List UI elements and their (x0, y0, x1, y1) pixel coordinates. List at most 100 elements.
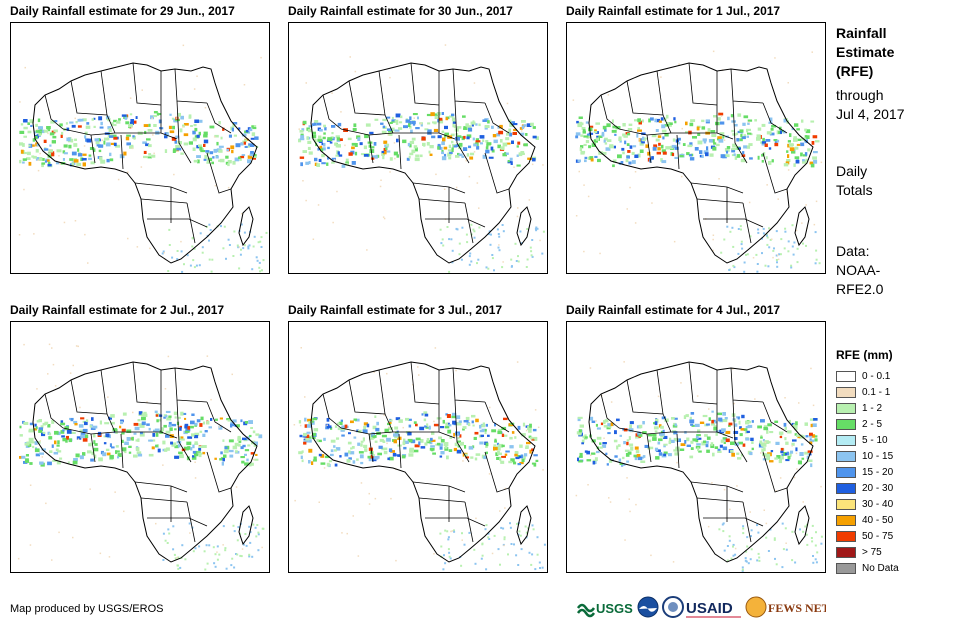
country-border (646, 134, 652, 164)
madagascar-outline (516, 505, 532, 546)
legend-label: 0 - 0.1 (862, 370, 891, 382)
africa-map (10, 22, 270, 274)
country-border (671, 431, 734, 439)
country-border (393, 431, 456, 439)
country-border (206, 102, 232, 134)
country-border (656, 369, 664, 415)
africa-coastline (588, 62, 814, 264)
country-border (147, 517, 208, 527)
country-border (398, 134, 402, 170)
country-border (762, 401, 788, 433)
map-panel-6: Daily Rainfall estimate for 4 Jul., 2017 (566, 303, 826, 573)
rainfall-cells (298, 44, 545, 273)
legend-item: 30 - 40 (836, 496, 899, 512)
legend-item: 40 - 50 (836, 512, 899, 528)
country-border (671, 132, 734, 140)
country-border (626, 80, 672, 134)
legend-label: No Data (862, 562, 899, 574)
country-border (348, 379, 394, 433)
map-panel-4: Daily Rainfall estimate for 2 Jul., 2017 (10, 303, 270, 573)
legend-swatch (836, 370, 856, 382)
svg-text:USAID: USAID (686, 600, 733, 617)
map-panel-3: Daily Rainfall estimate for 1 Jul., 2017 (566, 4, 826, 274)
rainfall-cells (18, 44, 268, 273)
country-border (464, 202, 474, 244)
africa-map (288, 22, 548, 274)
through-date: through Jul 4, 2017 (836, 87, 905, 122)
rainfall-cells (17, 343, 265, 571)
country-border (322, 393, 342, 429)
panel-title: Daily Rainfall estimate for 30 Jun., 201… (288, 4, 513, 18)
country-border (70, 379, 116, 433)
madagascar-outline (516, 206, 532, 247)
legend-swatch (836, 530, 856, 542)
legend-item: 2 - 5 (836, 416, 899, 432)
country-border (378, 70, 386, 116)
africa-coastline (32, 361, 258, 563)
country-border (425, 517, 486, 527)
map-panel-1: Daily Rainfall estimate for 29 Jun., 201… (10, 4, 270, 274)
dhs-seal (662, 596, 684, 618)
legend-swatch (836, 386, 856, 398)
rainfall-cells (575, 361, 823, 572)
country-border (690, 481, 744, 493)
country-border (690, 182, 744, 194)
country-border (176, 399, 192, 463)
country-border (100, 70, 108, 116)
country-border (174, 367, 208, 403)
country-border (626, 379, 672, 433)
country-border (696, 198, 744, 204)
legend-label: 20 - 30 (862, 482, 894, 494)
country-border (132, 361, 162, 405)
legend-swatch (836, 450, 856, 462)
legend-swatch (836, 498, 856, 510)
country-border (703, 517, 764, 527)
legend-label: > 75 (862, 546, 882, 558)
country-border (134, 481, 188, 493)
country-border (368, 433, 374, 463)
rainfall-map (298, 44, 545, 273)
africa-coastline (310, 361, 536, 563)
rainfall-map (17, 343, 265, 571)
country-border (90, 134, 96, 164)
legend-item: > 75 (836, 544, 899, 560)
legend-item: 10 - 15 (836, 448, 899, 464)
country-border (484, 152, 510, 194)
country-border (140, 497, 188, 503)
noaa-logo (637, 596, 659, 618)
country-border (646, 433, 652, 463)
africa-coastline (310, 62, 536, 264)
rainfall-map (293, 347, 546, 571)
country-border (762, 102, 788, 134)
country-border (348, 80, 394, 134)
legend-swatch (836, 546, 856, 558)
svg-text:FEWS NET: FEWS NET (768, 601, 826, 615)
madagascar-outline (238, 505, 254, 546)
country-border (484, 451, 510, 493)
country-border (393, 132, 456, 140)
country-border (742, 501, 752, 543)
rainfall-map (18, 44, 268, 273)
rfe-legend: RFE (mm) 0 - 0.1 0.1 - 1 1 - 2 2 - 5 5 - 10 1… (836, 348, 899, 576)
country-border (378, 369, 386, 415)
country-border (418, 198, 466, 204)
country-border (742, 202, 752, 244)
country-border (134, 182, 188, 194)
legend-swatch (836, 418, 856, 430)
country-border (676, 433, 680, 469)
legend-swatch (836, 434, 856, 446)
legend-swatch (836, 482, 856, 494)
data-source: Data: NOAA- RFE2.0 (836, 243, 884, 297)
rainfall-map (572, 50, 823, 273)
panel-title: Daily Rainfall estimate for 3 Jul., 2017 (288, 303, 503, 317)
country-border (206, 451, 232, 493)
country-border (44, 393, 64, 429)
usgs-logo: USGS (576, 601, 633, 618)
country-border (186, 501, 196, 543)
country-border (762, 152, 788, 194)
country-border (688, 62, 718, 106)
map-panel-2: Daily Rainfall estimate for 30 Jun., 201… (288, 4, 548, 274)
legend-swatch (836, 402, 856, 414)
legend-label: 15 - 20 (862, 466, 894, 478)
country-border (140, 198, 188, 204)
